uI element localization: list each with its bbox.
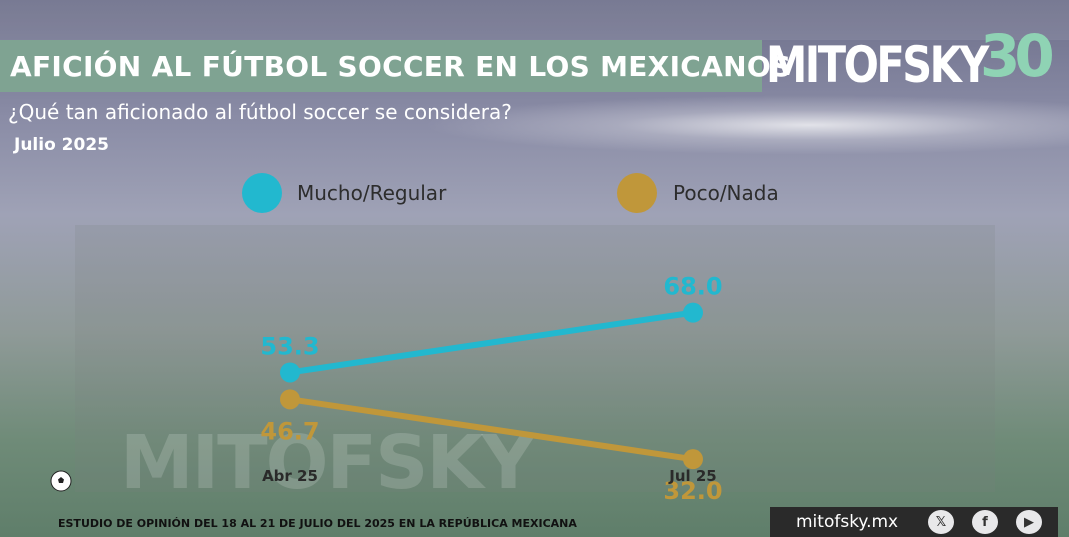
footer-study-note: ESTUDIO DE OPINIÓN DEL 18 AL 21 DE JULIO… — [58, 517, 577, 530]
social-bar: mitofsky.mx 𝕏 f ▶ — [770, 507, 1058, 537]
watermark: MITOFSKY — [120, 420, 535, 506]
facebook-icon[interactable]: f — [972, 510, 998, 534]
x-tick-label: Abr 25 — [262, 467, 318, 485]
top-band — [0, 0, 1069, 40]
youtube-icon[interactable]: ▶ — [1016, 510, 1042, 534]
data-label: 32.0 — [663, 477, 722, 505]
title-bar: AFICIÓN AL FÚTBOL SOCCER EN LOS MEXICANO… — [0, 40, 791, 92]
data-label: 53.3 — [260, 332, 319, 360]
page-title: AFICIÓN AL FÚTBOL SOCCER EN LOS MEXICANO… — [10, 49, 792, 83]
data-point — [683, 302, 703, 323]
stadium-lights — [420, 95, 1069, 155]
x-icon[interactable]: 𝕏 — [928, 510, 954, 534]
series-line-poco-nada — [287, 396, 696, 463]
data-label: 68.0 — [663, 273, 722, 301]
logo-text: MITOFSKY — [766, 36, 989, 94]
data-label: 46.7 — [260, 417, 319, 445]
soccer-ball-icon — [50, 470, 72, 492]
legend-label-poco-nada: Poco/Nada — [673, 181, 779, 205]
data-point — [280, 389, 300, 410]
legend-dot-poco-nada — [617, 173, 657, 213]
chart-question: ¿Qué tan aficionado al fútbol soccer se … — [8, 100, 512, 124]
legend-dot-mucho-regular — [242, 173, 282, 213]
site-link[interactable]: mitofsky.mx — [796, 512, 899, 532]
x-tick-label: Jul 25 — [668, 467, 717, 485]
data-point — [683, 449, 703, 470]
chart-panel — [75, 225, 995, 492]
legend-label-mucho-regular: Mucho/Regular — [297, 181, 447, 205]
date-label: Julio 2025 — [14, 135, 109, 155]
logo-anniversary-number: 30 — [980, 22, 1055, 90]
data-point — [280, 362, 300, 383]
mitofsky-logo: MITOFSKY 30 — [766, 8, 1066, 96]
series-line-mucho-regular — [287, 309, 696, 376]
